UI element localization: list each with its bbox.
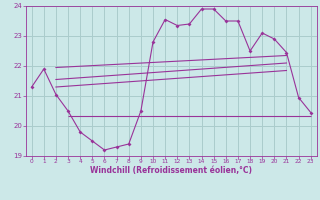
X-axis label: Windchill (Refroidissement éolien,°C): Windchill (Refroidissement éolien,°C) bbox=[90, 166, 252, 175]
